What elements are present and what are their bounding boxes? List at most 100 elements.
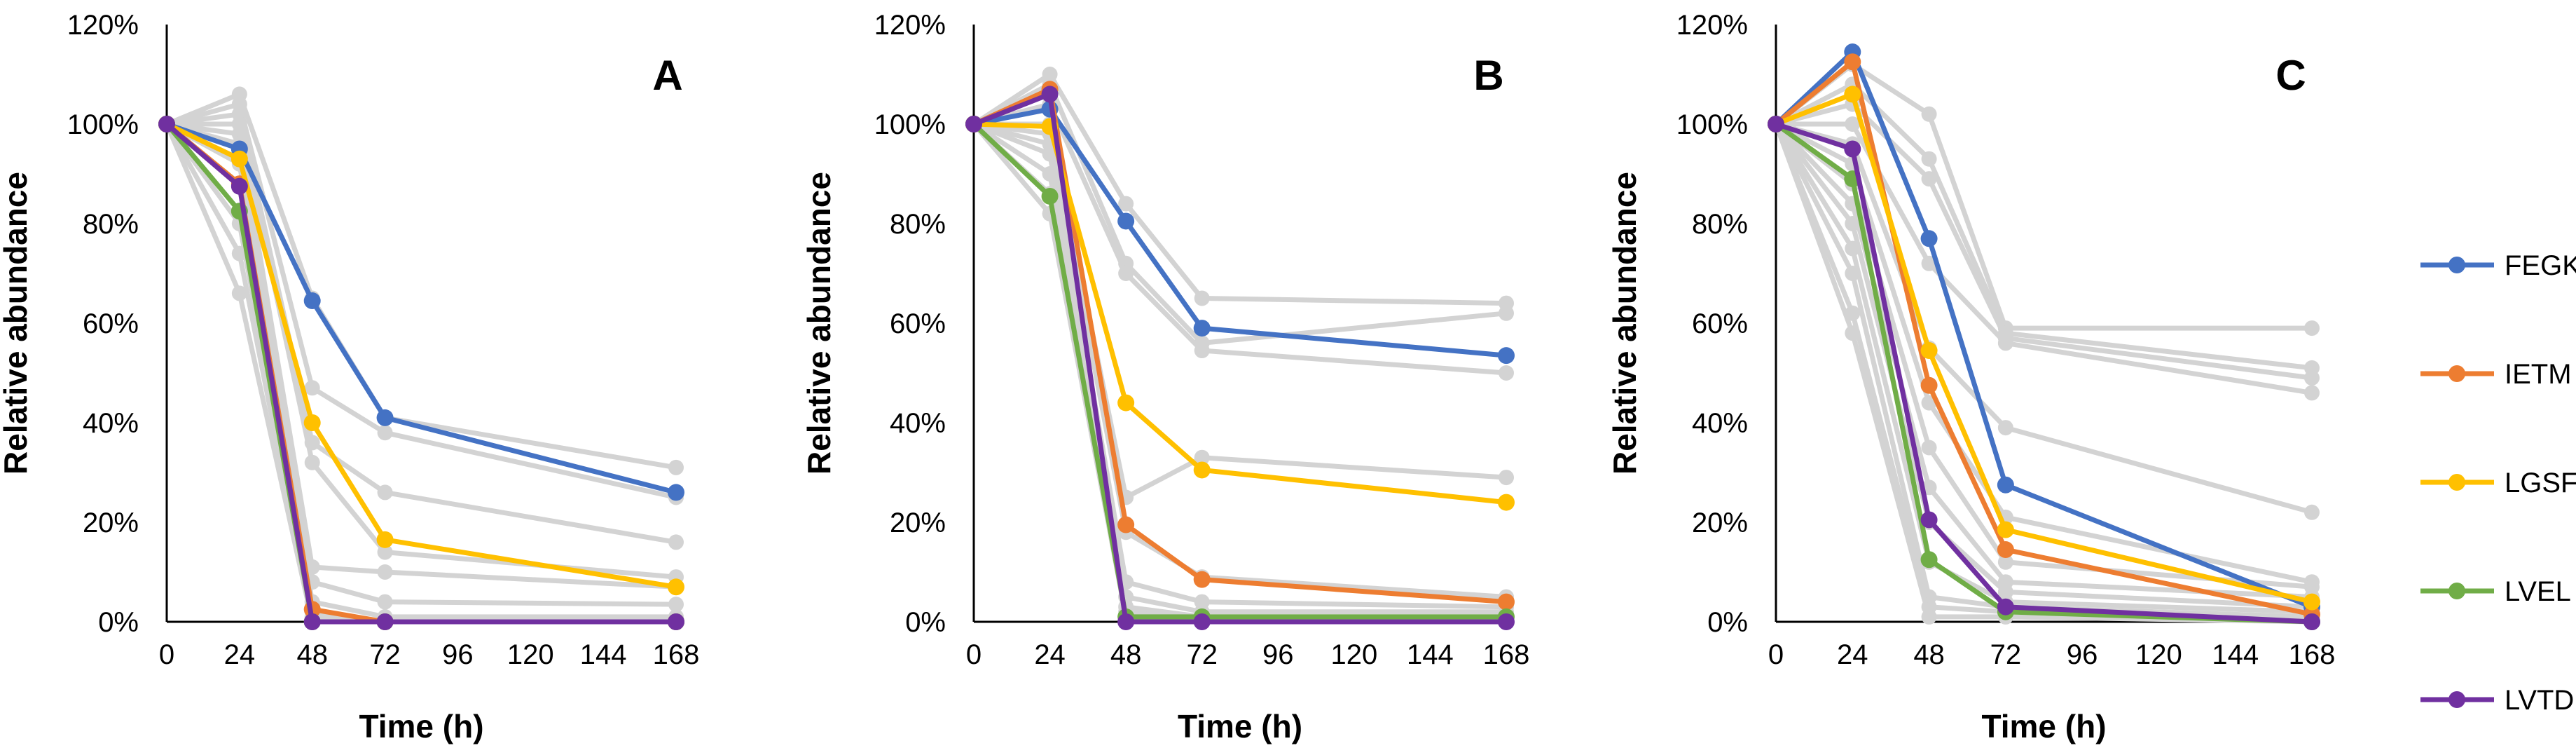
y-tick-label: 0% — [905, 607, 946, 638]
background-data-point — [1194, 343, 1210, 359]
data-point-lvtd — [2303, 613, 2320, 630]
x-axis-title: Time (h) — [359, 708, 483, 744]
x-tick-label: 24 — [1837, 639, 1868, 670]
x-axis-title: Time (h) — [1178, 708, 1302, 744]
background-data-point — [304, 454, 320, 470]
x-tick-label: 168 — [1483, 639, 1530, 670]
y-axis-title: Relative abundance — [1606, 172, 1643, 475]
data-point-lvtd — [1768, 116, 1784, 132]
background-data-point — [1921, 151, 1937, 167]
data-point-ietm — [1997, 541, 2014, 559]
data-point-lgsf — [303, 414, 321, 431]
data-point-fegk — [1920, 230, 1938, 247]
x-tick-label: 120 — [2135, 639, 2182, 670]
background-data-point — [1118, 196, 1134, 212]
legend-label: LGSF — [2505, 468, 2576, 498]
legend-swatch-marker — [2448, 474, 2465, 491]
data-point-lvtd — [1997, 598, 2014, 615]
background-data-point — [377, 484, 393, 501]
data-point-fegk — [303, 292, 321, 310]
series-line-lvel — [1774, 122, 2313, 625]
y-tick-label: 100% — [67, 109, 139, 140]
data-point-ietm — [1498, 593, 1515, 611]
data-point-lvtd — [965, 116, 982, 132]
data-point-lvtd — [158, 116, 175, 132]
data-point-lvtd — [303, 613, 321, 630]
legend: FEGK IETM LGSF LVEL LVTD — [2420, 250, 2576, 716]
data-point-lvtd — [1117, 613, 1135, 630]
background-data-point — [2304, 504, 2320, 520]
background-data-point — [1921, 106, 1937, 122]
x-tick-label: 0 — [966, 639, 982, 670]
background-data-point — [231, 285, 247, 301]
x-tick-label: 120 — [507, 639, 554, 670]
background-data-point — [1845, 240, 1861, 257]
background-data-point — [377, 564, 393, 580]
data-point-lgsf — [1498, 494, 1515, 511]
data-point-fegk — [1997, 476, 2014, 494]
background-data-point — [1921, 608, 1937, 625]
background-data-point — [1194, 290, 1210, 306]
legend-swatch-marker — [2448, 365, 2465, 382]
y-tick-label: 100% — [874, 109, 946, 140]
background-data-point — [1997, 335, 2013, 351]
series-lvtd — [1768, 116, 2320, 630]
legend-swatch-marker — [2448, 691, 2465, 708]
data-point-fegk — [668, 484, 684, 501]
legend-item-lvtd: LVTD — [2420, 685, 2574, 716]
x-tick-label: 144 — [2212, 639, 2259, 670]
x-tick-label: 72 — [1186, 639, 1218, 670]
background-data-point — [1499, 470, 1514, 486]
data-point-ietm — [1117, 516, 1135, 533]
x-tick-label: 24 — [1034, 639, 1066, 670]
y-tick-label: 120% — [874, 10, 946, 41]
data-point-lvtd — [1920, 511, 1938, 529]
x-tick-label: 24 — [224, 639, 256, 670]
chart-panel-b: 0% 20% 40% 60% 80% 100% 120% 0 24 48 72 96 120 144 168… — [801, 10, 1529, 744]
x-tick-label: 96 — [442, 639, 474, 670]
background-data-point — [1921, 255, 1937, 271]
data-point-lgsf — [230, 150, 248, 168]
panel-label: C — [2275, 52, 2306, 99]
y-tick-label: 60% — [83, 308, 139, 339]
data-point-lvtd — [1844, 140, 1861, 158]
y-tick-label: 20% — [83, 508, 139, 538]
x-tick-label: 72 — [1990, 639, 2022, 670]
chart-panel-a: 0% 20% 40% 60% 80% 100% 120% 0 24 48 72 96 120 144 168… — [0, 10, 699, 744]
legend-label: LVEL — [2505, 576, 2571, 607]
x-tick-label: 96 — [1262, 639, 1294, 670]
background-data-point — [1042, 166, 1058, 182]
y-tick-label: 80% — [1692, 209, 1748, 240]
data-point-fegk — [1117, 212, 1135, 230]
series-lgsf — [158, 116, 684, 596]
series-lvel — [1768, 116, 2320, 630]
data-point-lgsf — [1844, 86, 1861, 103]
series-lvtd — [965, 86, 1515, 630]
background-data-point — [231, 245, 247, 261]
y-axis-title: Relative abundance — [801, 172, 837, 475]
background-data-point — [2304, 370, 2320, 386]
background-data-point — [668, 597, 684, 613]
y-tick-label: 40% — [83, 408, 139, 439]
background-data-point — [1921, 440, 1937, 456]
legend-swatch-marker — [2448, 583, 2465, 599]
legend-swatch-marker — [2448, 257, 2465, 273]
legend-item-fegk: FEGK — [2420, 250, 2576, 281]
background-data-point — [1845, 325, 1861, 341]
background-data-point — [2304, 320, 2320, 336]
data-point-fegk — [376, 409, 394, 426]
data-point-lgsf — [1117, 394, 1135, 411]
data-point-lvel — [1041, 187, 1059, 205]
x-tick-label: 120 — [1330, 639, 1377, 670]
y-tick-label: 20% — [890, 508, 946, 538]
legend-item-ietm: IETM — [2420, 359, 2572, 390]
y-tick-label: 0% — [98, 607, 139, 638]
data-point-ietm — [1920, 376, 1938, 394]
data-point-ietm — [1844, 53, 1861, 71]
x-tick-label: 168 — [2289, 639, 2336, 670]
legend-label: IETM — [2505, 359, 2572, 390]
background-data-point — [377, 544, 393, 560]
data-point-lgsf — [376, 531, 394, 548]
background-data-point — [1194, 449, 1210, 465]
